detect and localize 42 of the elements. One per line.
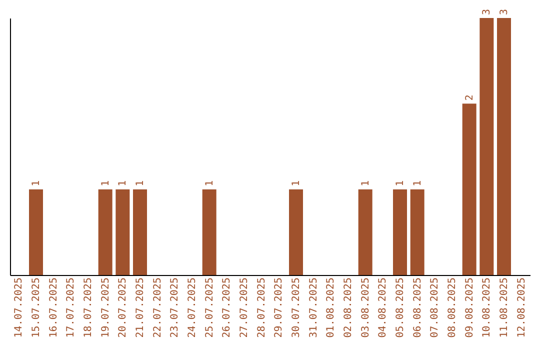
x-tick-label: 02.08.2025: [343, 278, 354, 338]
data-label: 2: [464, 94, 476, 101]
data-label: 1: [204, 180, 216, 186]
x-tick-label: 07.08.2025: [430, 278, 441, 338]
data-label: 1: [412, 180, 424, 186]
x-tick-label: 23.07.2025: [170, 278, 181, 338]
x-tick-label: 10.08.2025: [482, 278, 493, 338]
x-tick-label: 26.07.2025: [222, 278, 233, 338]
x-tick-label: 21.07.2025: [135, 278, 146, 338]
data-label: 1: [118, 180, 129, 186]
x-tick-label: 19.07.2025: [100, 278, 112, 338]
x-tick-label: 29.07.2025: [274, 278, 285, 338]
x-tick-label: 25.07.2025: [204, 278, 216, 338]
x-tick-label: 30.07.2025: [291, 278, 302, 338]
x-tick-label: 16.07.2025: [48, 278, 60, 338]
data-label: 1: [31, 180, 42, 186]
data-label: 1: [100, 180, 112, 186]
x-tick-label: 03.08.2025: [360, 278, 372, 338]
x-tick-label: 12.08.2025: [516, 278, 528, 338]
data-label: 1: [135, 180, 146, 186]
x-tick-label: 08.08.2025: [447, 278, 458, 338]
data-label: 1: [291, 180, 302, 186]
x-tick-label: 04.08.2025: [378, 278, 389, 338]
x-tick-label: 14.07.2025: [14, 278, 25, 338]
x-tick-label: 11.08.2025: [499, 278, 510, 338]
x-tick-label: 15.07.2025: [31, 278, 42, 338]
data-label: 3: [482, 8, 493, 15]
data-label: 1: [360, 180, 372, 186]
data-label: 3: [499, 8, 510, 15]
x-tick-label: 01.08.2025: [326, 278, 337, 338]
x-tick-label: 09.08.2025: [464, 278, 476, 338]
x-tick-label: 28.07.2025: [256, 278, 268, 338]
x-tick-label: 22.07.2025: [152, 278, 164, 338]
x-tick-label: 06.08.2025: [412, 278, 424, 338]
x-tick-label: 20.07.2025: [118, 278, 129, 338]
x-tick-label: 27.07.2025: [239, 278, 250, 338]
x-tick-label: 24.07.2025: [187, 278, 198, 338]
x-tick-label: 31.07.2025: [308, 278, 320, 338]
x-tick-label: 18.07.2025: [83, 278, 94, 338]
x-tick-label: 05.08.2025: [395, 278, 406, 338]
x-tick-label: 17.07.2025: [66, 278, 77, 338]
data-label: 1: [395, 180, 406, 186]
